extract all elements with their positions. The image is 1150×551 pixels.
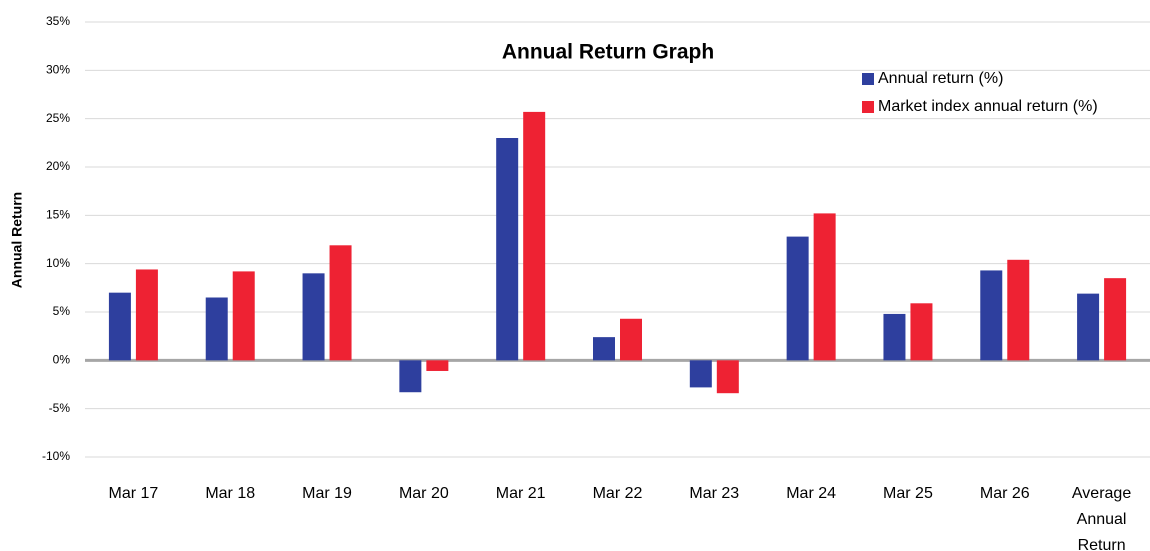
x-tick-label: Mar 19 (302, 485, 352, 502)
y-tick-label: 10% (46, 256, 70, 270)
bar (426, 360, 449, 371)
x-tick-label: Mar 17 (108, 485, 159, 502)
bar (813, 213, 836, 361)
chart-title: Annual Return Graph (502, 41, 714, 64)
bar (496, 138, 519, 361)
y-tick-label: 30% (46, 63, 70, 77)
x-tick-label: Mar 22 (592, 485, 643, 502)
x-tick-label: Mar 18 (205, 485, 256, 502)
y-tick-label: -10% (42, 449, 70, 463)
legend-label: Market index annual return (%) (878, 98, 1098, 115)
bar (108, 292, 131, 361)
bar (980, 270, 1003, 361)
y-tick-label: 0% (53, 353, 71, 367)
bar (883, 313, 906, 361)
y-tick-label: 15% (46, 208, 70, 222)
bar (786, 236, 809, 361)
y-tick-label: 25% (46, 111, 70, 125)
legend-label: Annual return (%) (878, 70, 1003, 87)
bar (135, 269, 158, 361)
x-tick-label: Mar 24 (786, 485, 837, 502)
bar (523, 111, 546, 361)
x-tick-label: Average Annual Return (1071, 485, 1132, 551)
bar (1077, 293, 1100, 361)
bar (1104, 278, 1127, 361)
bar (399, 360, 422, 393)
y-axis-label: Annual Return (9, 192, 25, 288)
y-tick-label: 35% (46, 14, 70, 28)
bar (329, 245, 352, 361)
bar (205, 297, 228, 361)
bar (620, 318, 642, 361)
x-tick-label: Mar 20 (398, 485, 449, 502)
bar (1007, 259, 1030, 361)
x-tick-label: Mar 25 (883, 485, 933, 502)
x-tick-label: Mar 26 (979, 485, 1030, 502)
bar (232, 271, 255, 361)
y-tick-label: 20% (46, 159, 70, 173)
bar (302, 273, 325, 361)
legend-marker (862, 101, 874, 113)
bar (689, 360, 712, 388)
bar (593, 337, 615, 361)
bar (716, 360, 739, 394)
bar (910, 303, 933, 361)
y-tick-label: 5% (53, 304, 71, 318)
x-tick-label: Mar 21 (495, 485, 546, 502)
x-tick-label: Mar 23 (689, 485, 740, 502)
legend-marker (862, 73, 874, 85)
y-tick-label: -5% (49, 401, 71, 415)
